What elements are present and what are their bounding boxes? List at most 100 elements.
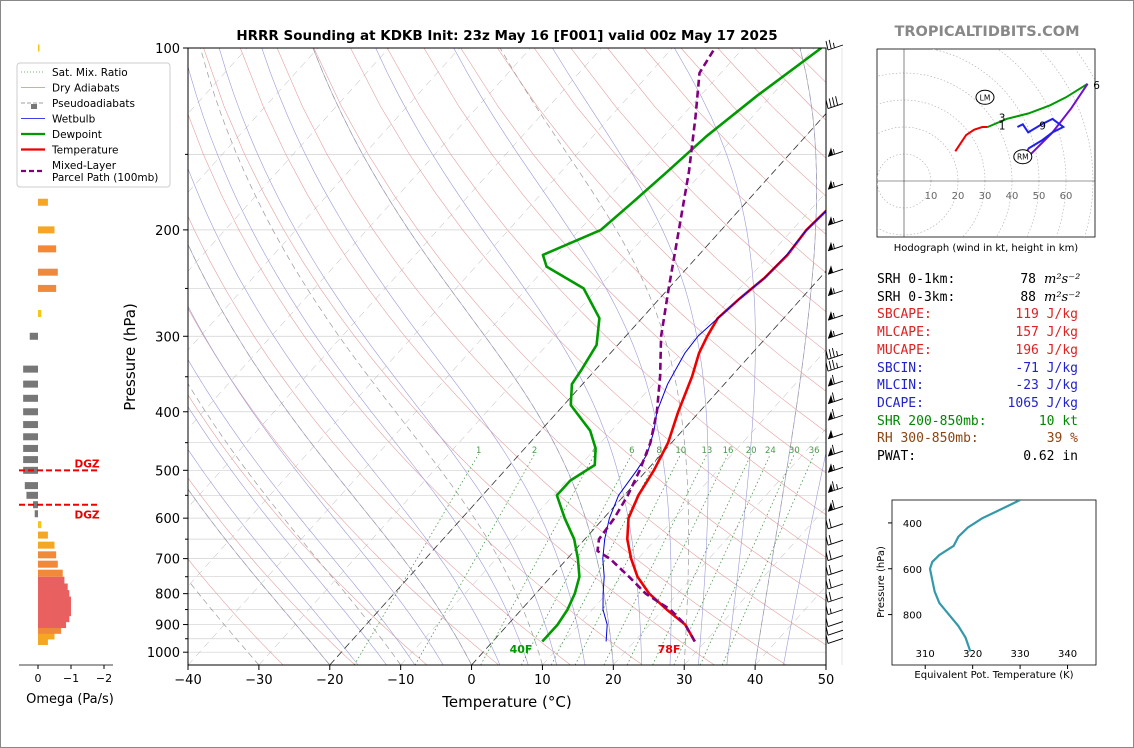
barb-full bbox=[825, 579, 829, 590]
wind-barb bbox=[825, 359, 844, 372]
wetbulb-line bbox=[188, 167, 501, 665]
mixing-ratio-label: 10 bbox=[675, 446, 686, 456]
wetbulb-line bbox=[188, 65, 529, 665]
barb-shaft bbox=[827, 290, 844, 297]
barb-full bbox=[825, 519, 829, 529]
omega-bar bbox=[33, 501, 38, 509]
barb-shaft bbox=[827, 103, 844, 109]
barb-full bbox=[831, 359, 835, 370]
mixing-ratio-line bbox=[626, 453, 729, 665]
barb-full bbox=[828, 534, 832, 545]
mixing-ratio-line bbox=[652, 453, 752, 665]
barb-flag bbox=[828, 377, 833, 387]
omega-bar bbox=[26, 491, 38, 499]
wind-barb bbox=[827, 286, 844, 297]
barb-full bbox=[825, 40, 829, 51]
barb-full bbox=[828, 578, 832, 588]
theta-e-y-tick-label: 400 bbox=[903, 519, 922, 530]
y-tick-label: 200 bbox=[155, 224, 180, 239]
index-label: SBCAPE: bbox=[877, 307, 932, 323]
theta-e-border bbox=[891, 499, 1097, 666]
omega-bar bbox=[38, 245, 57, 253]
surface-dewpoint-label: 40F bbox=[510, 643, 533, 656]
omega-bar bbox=[23, 380, 38, 388]
x-axis-label: Temperature (°C) bbox=[441, 693, 571, 711]
barb-shaft bbox=[827, 555, 844, 562]
dry-adiabat bbox=[423, 48, 826, 474]
isotherm bbox=[400, 192, 826, 665]
omega-bar bbox=[38, 268, 58, 276]
barb-half bbox=[832, 42, 835, 48]
mixing-ratio-line bbox=[699, 453, 795, 665]
ring-label: 50 bbox=[1033, 191, 1046, 202]
index-label: SHR 200-850mb: bbox=[877, 413, 987, 429]
legend-label: Dewpoint bbox=[52, 129, 102, 141]
wetbulb-line bbox=[188, 406, 387, 665]
barb-shaft bbox=[827, 466, 844, 473]
wind-barb bbox=[827, 429, 844, 440]
wind-barb bbox=[827, 241, 844, 252]
mixing-ratio-label: 8 bbox=[656, 446, 661, 456]
barb-half bbox=[832, 217, 835, 224]
omega-bar bbox=[23, 408, 38, 416]
barb-shaft bbox=[827, 596, 844, 603]
barb-full bbox=[825, 617, 829, 627]
omega-bar bbox=[38, 615, 70, 623]
index-label: MUCAPE: bbox=[877, 342, 932, 358]
omega-bar bbox=[38, 560, 58, 568]
wetbulb-line bbox=[312, 48, 614, 665]
omega-bar bbox=[38, 626, 62, 634]
y-tick-label: 900 bbox=[155, 619, 180, 634]
barb-flag bbox=[828, 180, 833, 190]
mixing-ratio-line bbox=[414, 453, 535, 665]
dry-adiabat bbox=[188, 113, 643, 665]
x-tick-label: 10 bbox=[534, 673, 551, 688]
height-label: 9 bbox=[1039, 121, 1046, 133]
x-tick-label: 30 bbox=[676, 673, 693, 688]
wind-barb bbox=[827, 481, 844, 493]
dry-adiabat bbox=[350, 48, 826, 558]
pseudoadiabat bbox=[188, 488, 331, 665]
barb-shaft bbox=[827, 487, 844, 493]
legend-box bbox=[16, 62, 171, 188]
pseudoadiabat bbox=[312, 48, 614, 665]
index-value: 39 % bbox=[1046, 431, 1078, 447]
index-label: SBCIN: bbox=[877, 360, 924, 376]
skew-background-lines bbox=[188, 48, 826, 665]
wind-barb bbox=[827, 444, 844, 457]
dry-adiabat bbox=[188, 558, 284, 665]
barb-flag bbox=[828, 216, 833, 226]
barb-shaft bbox=[827, 609, 844, 616]
wind-barb bbox=[825, 534, 844, 546]
isotherm bbox=[542, 349, 826, 665]
pseudoadiabat bbox=[200, 48, 543, 665]
hodograph: 10 20 30 40 50 60 LM RM 13 6 9 bbox=[876, 48, 1100, 238]
y-tick-label: 500 bbox=[155, 464, 180, 479]
omega-bar bbox=[29, 332, 38, 340]
theta-e-clip bbox=[928, 500, 1021, 652]
legend-label: Wetbulb bbox=[52, 114, 96, 126]
barb-full bbox=[831, 499, 835, 510]
theta-e-x-tick-label: 340 bbox=[1058, 649, 1077, 660]
y-tick-label: 400 bbox=[155, 406, 180, 421]
wetbulb-line bbox=[453, 48, 672, 665]
ring-label: 10 bbox=[925, 191, 938, 202]
isotherm bbox=[613, 428, 826, 665]
legend-label: Mixed-Layer bbox=[52, 160, 117, 172]
barb-shaft bbox=[827, 583, 844, 590]
wind-barbs bbox=[825, 39, 844, 644]
index-unit: m²s⁻² bbox=[1044, 272, 1081, 287]
index-value: 10 kt bbox=[1038, 413, 1078, 429]
barb-full bbox=[828, 360, 832, 371]
y-axis-label: Pressure (hPa) bbox=[121, 303, 139, 411]
barb-shaft bbox=[827, 44, 844, 51]
pseudoadiabat bbox=[499, 48, 689, 665]
barb-shaft bbox=[827, 380, 844, 387]
mixing-ratio-label: 13 bbox=[701, 446, 712, 456]
legend-label: Parcel Path (100mb) bbox=[52, 172, 158, 184]
wind-barb bbox=[825, 550, 844, 562]
y-axis-ticks: 100 200 300 400 500 600 700 800 900 1000 bbox=[147, 42, 188, 661]
barb-full bbox=[831, 392, 835, 402]
isotherm bbox=[188, 48, 744, 665]
wind-barb bbox=[827, 374, 844, 387]
